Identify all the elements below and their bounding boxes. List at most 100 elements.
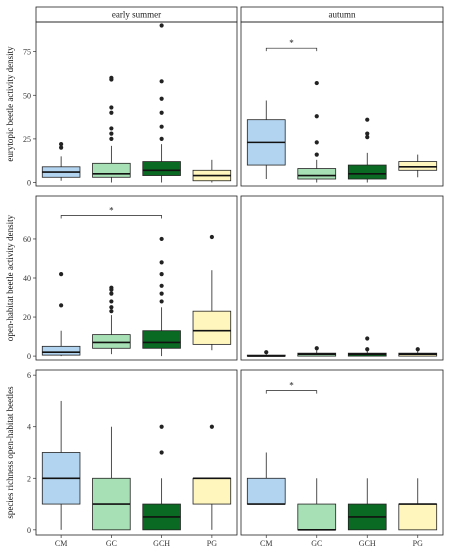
box-1-1-PG xyxy=(398,347,438,357)
box-2-1-GCH xyxy=(347,478,387,531)
outlier-point-2 xyxy=(109,126,114,131)
panel-0-1: * xyxy=(240,21,444,187)
outlier-point-2 xyxy=(159,110,164,115)
box-1-1-GCH xyxy=(347,336,387,357)
outlier-point-1 xyxy=(109,131,114,136)
box-body xyxy=(246,477,286,505)
box-1-1-GC xyxy=(297,346,337,357)
y-tick-label-1-0: 0 xyxy=(27,352,31,361)
outlier-point-2 xyxy=(109,299,114,304)
outlier-point-2 xyxy=(159,283,164,288)
box-body xyxy=(192,477,232,505)
outlier-point-5 xyxy=(159,23,164,28)
y-tick-label-1-3: 60 xyxy=(23,235,31,244)
significance-label: * xyxy=(109,206,114,216)
outlier-point-1 xyxy=(159,124,164,129)
significance-bracket-1-0-0: * xyxy=(60,206,162,219)
box-2-1-PG xyxy=(398,478,438,531)
box-0-0-GC xyxy=(92,75,131,183)
outlier-point-0 xyxy=(209,424,214,429)
x-tick-label-1-CM: CM xyxy=(260,539,272,548)
outlier-point-5 xyxy=(109,285,114,290)
panel-border-0-1 xyxy=(240,21,444,187)
outlier-point-0 xyxy=(365,135,370,140)
box-1-0-CM xyxy=(41,271,81,357)
box-body xyxy=(347,164,387,180)
box-body xyxy=(398,503,438,531)
panel-border-2-0 xyxy=(35,369,238,536)
box-body xyxy=(192,310,232,345)
significance-label: * xyxy=(289,381,294,391)
outlier-point-3 xyxy=(314,80,319,86)
box-0-0-GCH xyxy=(142,23,181,183)
outlier-point-0 xyxy=(314,152,319,157)
outlier-point-0 xyxy=(314,346,319,351)
outlier-point-0 xyxy=(159,450,164,455)
box-0-1-PG xyxy=(398,154,438,178)
box-0-1-GCH xyxy=(347,117,387,183)
box-body xyxy=(41,345,81,356)
box-2-1-CM xyxy=(246,452,286,505)
outlier-point-4 xyxy=(109,105,114,110)
box-2-0-PG xyxy=(192,424,232,530)
outlier-point-1 xyxy=(59,142,64,147)
x-tick-label-1-PG: PG xyxy=(413,539,423,548)
outlier-point-0 xyxy=(109,136,114,141)
box-body xyxy=(142,161,181,176)
box-2-0-CM xyxy=(41,400,81,530)
outlier-point-0 xyxy=(159,136,164,141)
outlier-point-3 xyxy=(109,110,114,115)
y-tick-label-2-1: 2 xyxy=(27,474,31,483)
significance-line xyxy=(265,390,318,394)
outlier-point-0 xyxy=(59,145,64,150)
y-tick-label-0-1: 25 xyxy=(23,135,31,144)
panel-2-0 xyxy=(35,369,238,536)
outlier-point-1 xyxy=(314,140,319,145)
y-tick-label-0-2: 50 xyxy=(23,91,31,100)
significance-label: * xyxy=(289,38,294,48)
y-axis-title-1: open-habitat beetle activity density xyxy=(5,214,15,341)
y-axis-title-0: eurytopic beetle activity density xyxy=(5,46,15,162)
outlier-point-3 xyxy=(109,291,114,296)
outlier-point-1 xyxy=(159,424,164,429)
panel-1-0: * xyxy=(35,195,238,361)
y-tick-label-1-2: 40 xyxy=(23,274,31,283)
box-body xyxy=(92,334,131,349)
facet-strip-label-0: early summer xyxy=(112,10,161,20)
box-body xyxy=(398,161,438,171)
box-0-1-CM xyxy=(246,100,286,180)
facet-strip-label-1: autumn xyxy=(329,10,356,20)
x-tick-label-1-GC: GC xyxy=(311,539,322,548)
panel-border-0-0 xyxy=(35,21,238,187)
panel-1-1 xyxy=(240,195,444,361)
outlier-point-6 xyxy=(109,75,114,80)
box-1-1-CM xyxy=(246,350,286,357)
panel-2-1: * xyxy=(240,369,444,536)
outlier-point-2 xyxy=(314,114,319,119)
panel-border-2-1 xyxy=(240,369,444,536)
outlier-point-3 xyxy=(159,96,164,101)
outlier-point-3 xyxy=(159,271,164,277)
significance-line xyxy=(265,47,318,52)
outlier-point-0 xyxy=(209,234,214,240)
outlier-point-0 xyxy=(59,303,64,308)
outlier-point-2 xyxy=(365,117,370,122)
box-0-0-CM xyxy=(41,142,81,181)
x-tick-label-0-PG: PG xyxy=(207,539,217,548)
outlier-point-5 xyxy=(159,236,164,242)
outlier-point-4 xyxy=(159,260,164,265)
box-2-0-GCH xyxy=(142,424,181,531)
outlier-point-1 xyxy=(365,131,370,136)
panel-border-1-0 xyxy=(35,195,238,361)
box-2-1-GC xyxy=(297,478,337,531)
box-1-0-PG xyxy=(192,234,232,351)
x-tick-label-1-GCH: GCH xyxy=(359,539,376,548)
y-tick-label-0-0: 0 xyxy=(27,179,31,188)
box-body xyxy=(297,503,337,531)
box-body xyxy=(142,330,181,349)
outlier-point-0 xyxy=(264,350,269,355)
panel-border-1-1 xyxy=(240,195,444,361)
y-tick-label-1-1: 20 xyxy=(23,313,31,322)
y-tick-label-2-0: 0 xyxy=(27,526,31,535)
